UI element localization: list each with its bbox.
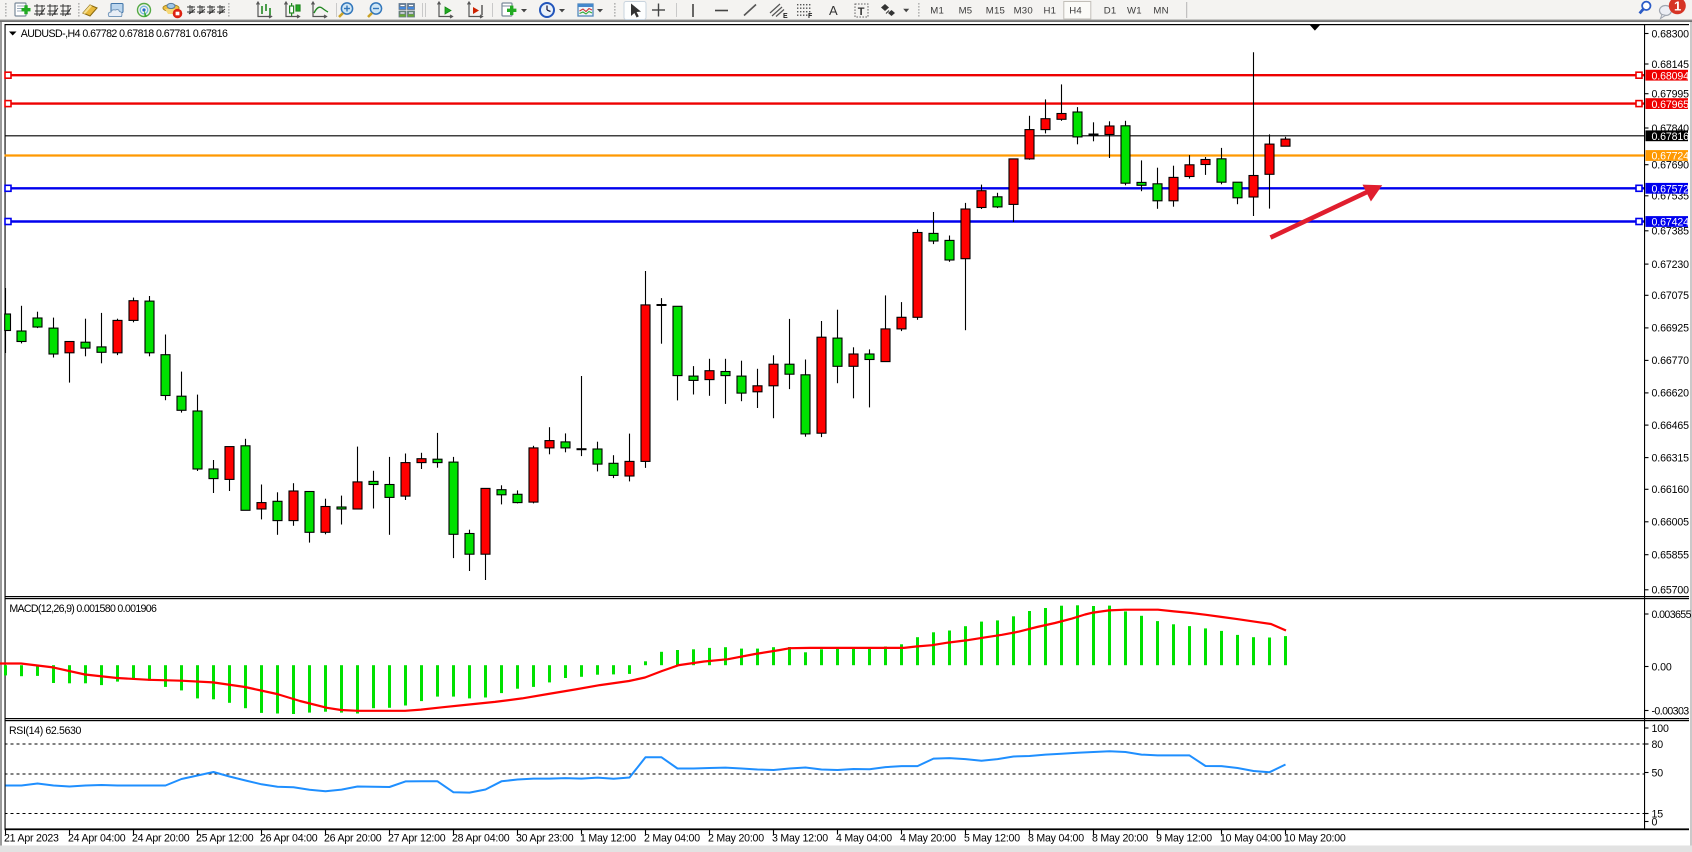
svg-text:28 Apr 04:00: 28 Apr 04:00 — [452, 833, 510, 845]
svg-text:0.003655: 0.003655 — [1652, 609, 1692, 621]
svg-text:0.68145: 0.68145 — [1652, 59, 1690, 71]
svg-text:0.66160: 0.66160 — [1652, 484, 1690, 496]
svg-text:-0.00303: -0.00303 — [1652, 705, 1690, 717]
svg-text:10 May 20:00: 10 May 20:00 — [1284, 833, 1346, 845]
svg-text:0.66925: 0.66925 — [1652, 323, 1690, 335]
svg-text:0.67075: 0.67075 — [1652, 290, 1690, 302]
svg-text:M1: M1 — [930, 5, 944, 16]
svg-text:26 Apr 20:00: 26 Apr 20:00 — [324, 833, 382, 845]
svg-text:4 May 04:00: 4 May 04:00 — [836, 833, 892, 845]
svg-text:0.66465: 0.66465 — [1652, 420, 1690, 432]
svg-text:26 Apr 04:00: 26 Apr 04:00 — [260, 833, 318, 845]
svg-text:0.67424: 0.67424 — [1652, 217, 1690, 229]
svg-text:0.65700: 0.65700 — [1652, 585, 1690, 597]
svg-text:15: 15 — [1652, 808, 1664, 820]
svg-text:8 May 20:00: 8 May 20:00 — [1092, 833, 1148, 845]
svg-text:D1: D1 — [1104, 5, 1117, 16]
svg-text:0.67724: 0.67724 — [1652, 151, 1690, 163]
svg-text:1 May 12:00: 1 May 12:00 — [580, 833, 636, 845]
svg-text:0.66770: 0.66770 — [1652, 355, 1690, 367]
svg-text:M30: M30 — [1014, 5, 1033, 16]
svg-text:9 May 12:00: 9 May 12:00 — [1156, 833, 1212, 845]
svg-text:W1: W1 — [1127, 5, 1142, 16]
svg-text:H1: H1 — [1044, 5, 1057, 16]
svg-text:0: 0 — [1652, 816, 1658, 828]
svg-text:A: A — [829, 3, 838, 18]
svg-text:100: 100 — [1652, 723, 1670, 735]
svg-text:80: 80 — [1652, 739, 1664, 751]
svg-text:0.66620: 0.66620 — [1652, 388, 1690, 400]
svg-text:30 Apr 23:00: 30 Apr 23:00 — [516, 833, 574, 845]
svg-text:24 Apr 04:00: 24 Apr 04:00 — [68, 833, 126, 845]
svg-text:0.67965: 0.67965 — [1652, 99, 1690, 111]
svg-text:3 May 12:00: 3 May 12:00 — [772, 833, 828, 845]
svg-text:E: E — [783, 13, 788, 20]
svg-text:M15: M15 — [986, 5, 1005, 16]
svg-text:RSI(14) 62.5630: RSI(14) 62.5630 — [9, 725, 82, 737]
svg-text:0.67230: 0.67230 — [1652, 259, 1690, 271]
svg-text:M5: M5 — [959, 5, 973, 16]
svg-text:1: 1 — [1674, 0, 1681, 14]
svg-text:0.67385: 0.67385 — [1652, 226, 1690, 238]
svg-text:MN: MN — [1153, 5, 1168, 16]
svg-text:0.68094: 0.68094 — [1652, 70, 1690, 82]
svg-text:2 May 04:00: 2 May 04:00 — [644, 833, 700, 845]
svg-text:10 May 04:00: 10 May 04:00 — [1220, 833, 1282, 845]
svg-text:4 May 20:00: 4 May 20:00 — [900, 833, 956, 845]
svg-text:0.67690: 0.67690 — [1652, 160, 1690, 172]
svg-text:21 Apr 2023: 21 Apr 2023 — [4, 833, 59, 845]
svg-text:0.68300: 0.68300 — [1652, 28, 1690, 40]
svg-text:H4: H4 — [1069, 5, 1082, 16]
svg-text:F: F — [808, 13, 813, 20]
svg-text:27 Apr 12:00: 27 Apr 12:00 — [388, 833, 446, 845]
svg-text:MACD(12,26,9) 0.001580 0.00190: MACD(12,26,9) 0.001580 0.001906 — [9, 603, 157, 615]
svg-text:24 Apr 20:00: 24 Apr 20:00 — [132, 833, 190, 845]
svg-text:50: 50 — [1652, 767, 1664, 779]
svg-text:0.67995: 0.67995 — [1652, 89, 1690, 101]
svg-text:5 May 12:00: 5 May 12:00 — [964, 833, 1020, 845]
svg-text:AUDUSD-,H4 0.67782 0.67818 0.: AUDUSD-,H4 0.67782 0.67818 0.67781 0.678… — [21, 28, 228, 40]
svg-text:2 May 20:00: 2 May 20:00 — [708, 833, 764, 845]
svg-text:0.00: 0.00 — [1652, 661, 1672, 673]
svg-text:0.66315: 0.66315 — [1652, 452, 1690, 464]
svg-text:0.65855: 0.65855 — [1652, 550, 1690, 562]
svg-text:0.66005: 0.66005 — [1652, 517, 1690, 529]
svg-text:8 May 04:00: 8 May 04:00 — [1028, 833, 1084, 845]
svg-text:0.67816: 0.67816 — [1652, 131, 1690, 143]
svg-text:T: T — [858, 6, 865, 18]
svg-text:0.67572: 0.67572 — [1652, 184, 1690, 196]
svg-text:25 Apr 12:00: 25 Apr 12:00 — [196, 833, 254, 845]
